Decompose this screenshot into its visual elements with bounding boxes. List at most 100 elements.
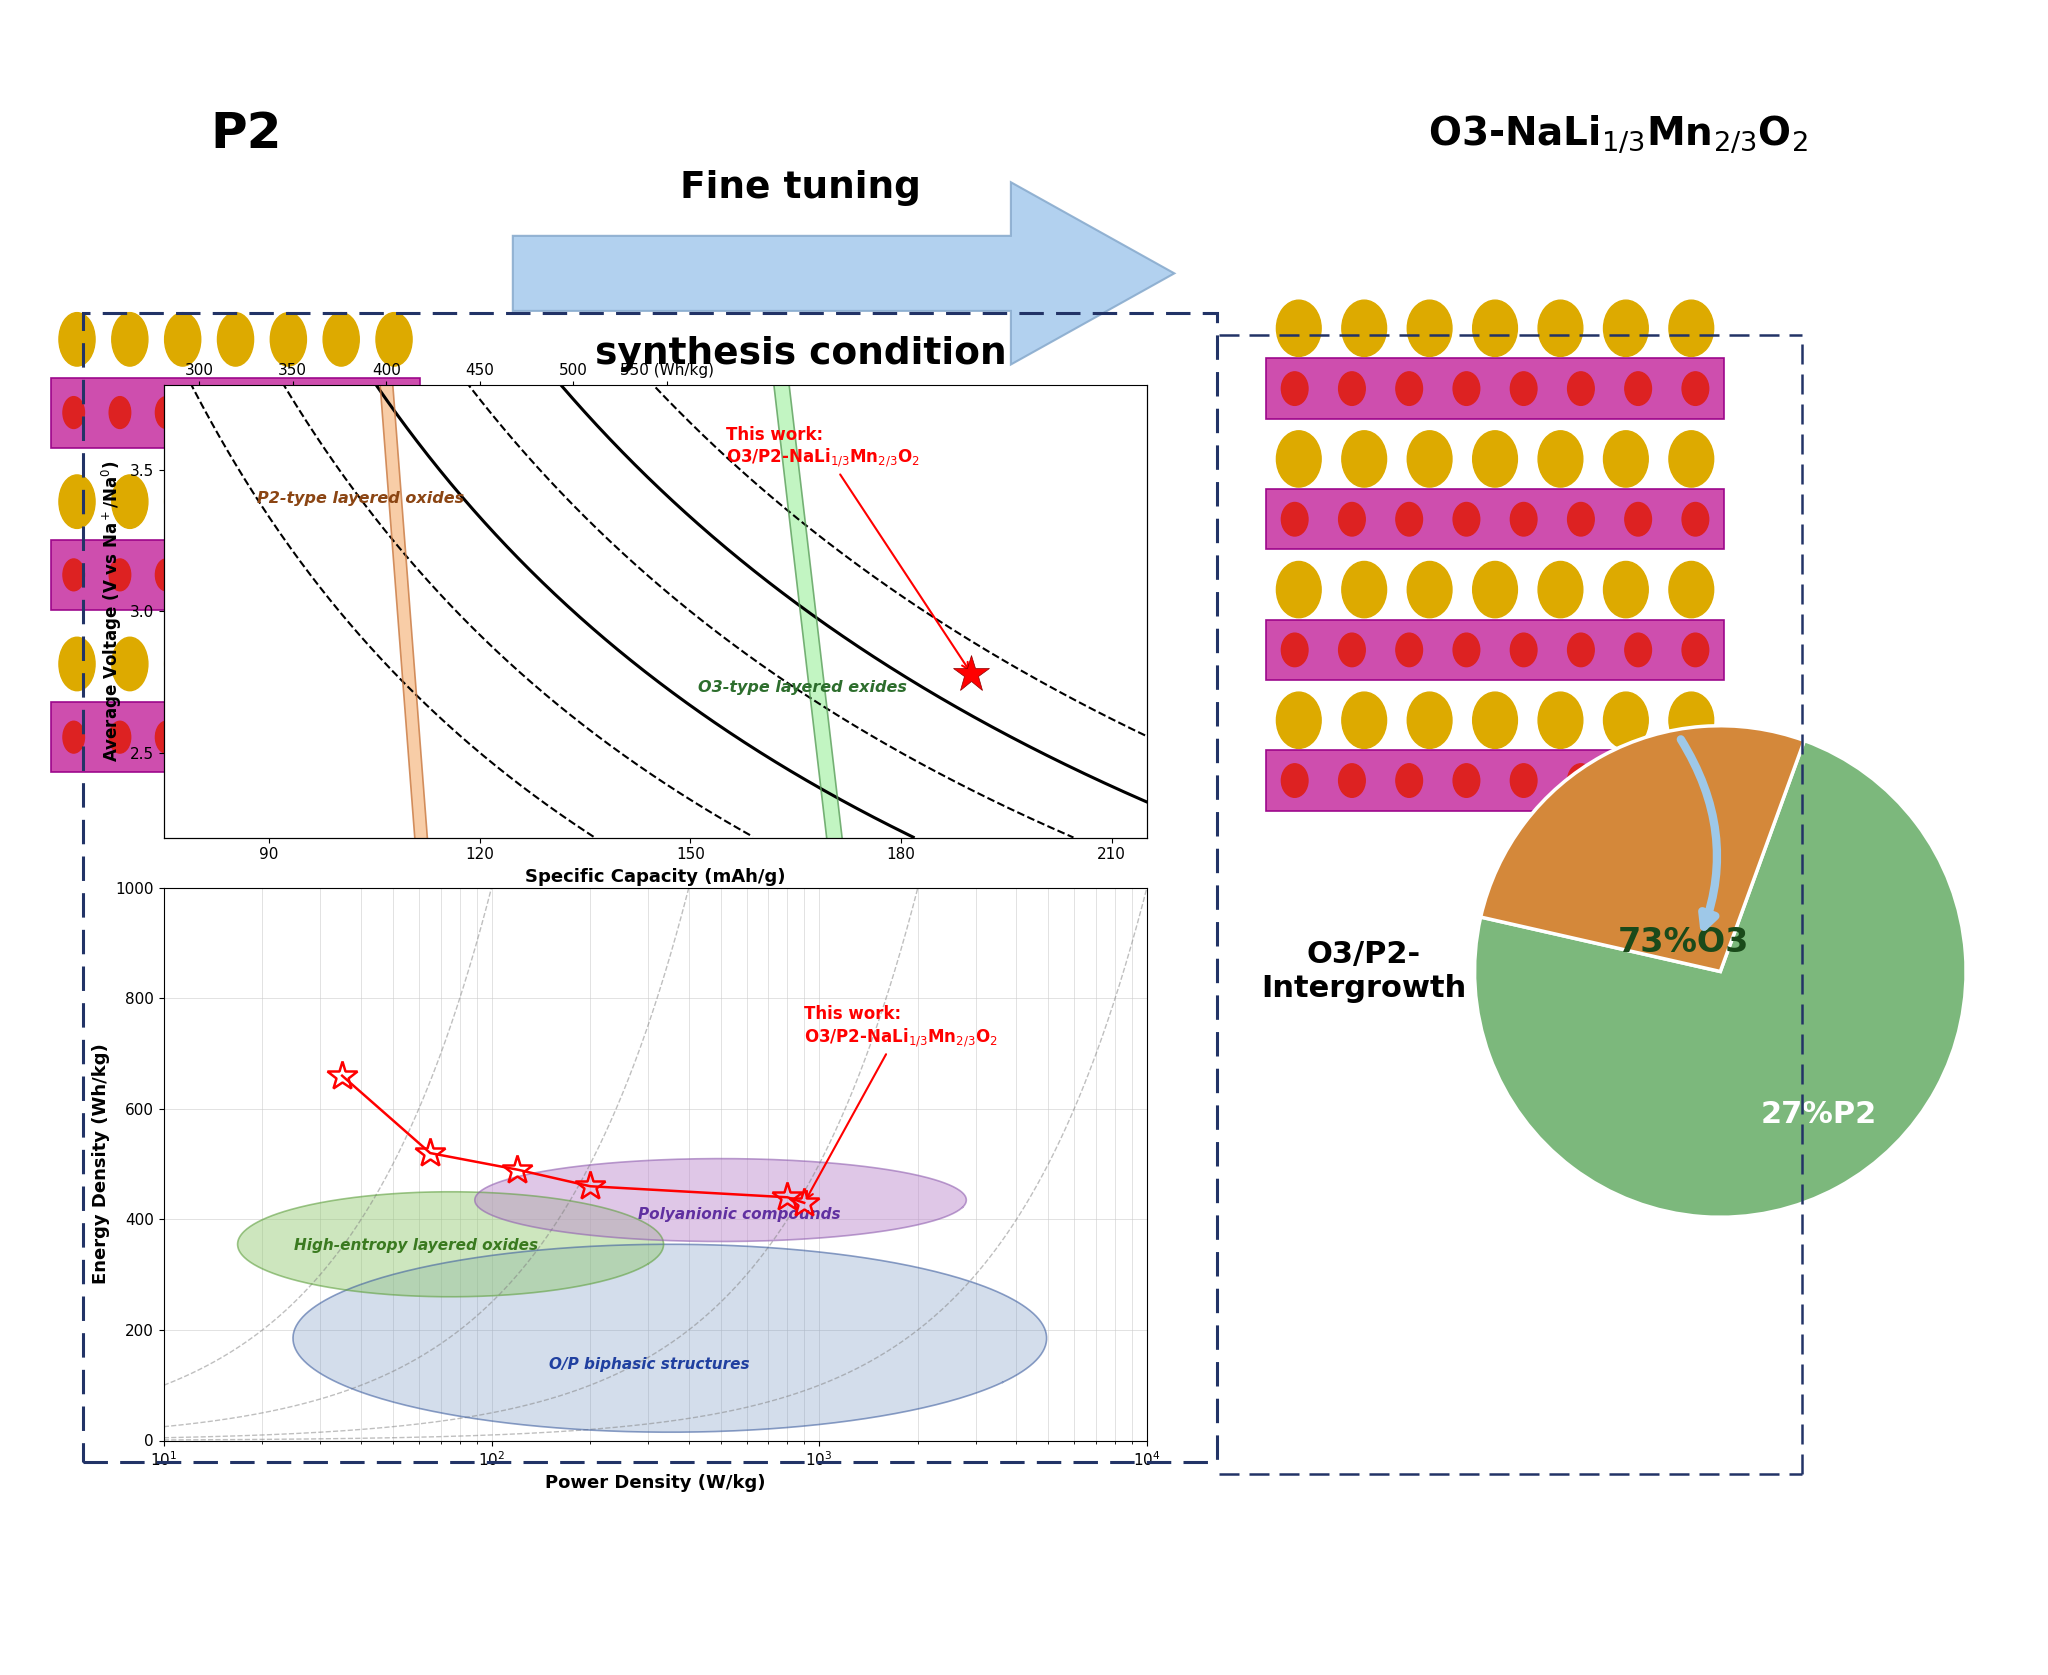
- Circle shape: [248, 722, 270, 754]
- Circle shape: [1538, 692, 1583, 749]
- Polygon shape: [598, 0, 1036, 1675]
- Circle shape: [1509, 502, 1536, 536]
- Circle shape: [1282, 633, 1309, 667]
- Y-axis label: Average Voltage (V vs Na$^+$/Na$^0$): Average Voltage (V vs Na$^+$/Na$^0$): [100, 461, 125, 762]
- Bar: [1266, 620, 1724, 680]
- Circle shape: [324, 636, 358, 690]
- Circle shape: [1276, 430, 1321, 487]
- Circle shape: [1567, 764, 1593, 797]
- Circle shape: [156, 397, 176, 429]
- Circle shape: [1509, 764, 1536, 797]
- Circle shape: [1339, 502, 1366, 536]
- Circle shape: [63, 722, 84, 754]
- Circle shape: [164, 476, 201, 528]
- Circle shape: [1276, 561, 1321, 618]
- Circle shape: [217, 476, 254, 528]
- Circle shape: [1341, 300, 1386, 357]
- Circle shape: [1282, 764, 1309, 797]
- Circle shape: [377, 313, 412, 367]
- Polygon shape: [475, 1159, 967, 1241]
- Circle shape: [1604, 692, 1649, 749]
- Circle shape: [1341, 430, 1386, 487]
- Text: This work:
O3/P2-NaLi$_{1/3}$Mn$_{2/3}$O$_2$: This work: O3/P2-NaLi$_{1/3}$Mn$_{2/3}$O…: [805, 1005, 997, 1198]
- Circle shape: [164, 313, 201, 367]
- Bar: [1266, 358, 1724, 419]
- Circle shape: [1397, 764, 1423, 797]
- Circle shape: [270, 476, 307, 528]
- Circle shape: [1538, 300, 1583, 357]
- X-axis label: Specific Capacity (mAh/g): Specific Capacity (mAh/g): [524, 868, 786, 886]
- Circle shape: [1473, 561, 1518, 618]
- Bar: [51, 377, 420, 447]
- Circle shape: [109, 559, 131, 591]
- Circle shape: [1473, 300, 1518, 357]
- Circle shape: [377, 476, 412, 528]
- Circle shape: [387, 722, 408, 754]
- Circle shape: [109, 722, 131, 754]
- Circle shape: [248, 397, 270, 429]
- Circle shape: [324, 313, 358, 367]
- Circle shape: [1681, 633, 1708, 667]
- Circle shape: [248, 559, 270, 591]
- Text: P2-type layered oxides: P2-type layered oxides: [256, 491, 465, 506]
- Circle shape: [1538, 430, 1583, 487]
- Circle shape: [377, 636, 412, 690]
- Circle shape: [1567, 372, 1593, 405]
- Circle shape: [1624, 502, 1651, 536]
- Circle shape: [1604, 300, 1649, 357]
- Circle shape: [1604, 430, 1649, 487]
- Circle shape: [1407, 300, 1452, 357]
- Circle shape: [1567, 633, 1593, 667]
- Circle shape: [1339, 372, 1366, 405]
- Circle shape: [201, 559, 223, 591]
- Circle shape: [324, 476, 358, 528]
- Circle shape: [1669, 692, 1714, 749]
- Polygon shape: [512, 183, 1174, 365]
- Circle shape: [295, 397, 315, 429]
- Circle shape: [1397, 502, 1423, 536]
- Circle shape: [59, 636, 94, 690]
- Circle shape: [156, 722, 176, 754]
- Wedge shape: [1475, 740, 1966, 1218]
- Circle shape: [59, 313, 94, 367]
- Bar: [1266, 750, 1724, 811]
- Circle shape: [63, 559, 84, 591]
- Circle shape: [1624, 372, 1651, 405]
- X-axis label: Power Density (W/kg): Power Density (W/kg): [545, 1474, 766, 1492]
- Text: synthesis condition: synthesis condition: [596, 335, 1006, 372]
- Circle shape: [113, 636, 147, 690]
- Wedge shape: [1481, 725, 1804, 971]
- Text: Fine tuning: Fine tuning: [680, 169, 922, 206]
- Circle shape: [201, 397, 223, 429]
- Circle shape: [1604, 561, 1649, 618]
- Circle shape: [1669, 561, 1714, 618]
- Circle shape: [1624, 764, 1651, 797]
- Circle shape: [217, 636, 254, 690]
- Circle shape: [113, 313, 147, 367]
- Circle shape: [1567, 502, 1593, 536]
- Text: This work:
O3/P2-NaLi$_{1/3}$Mn$_{2/3}$O$_2$: This work: O3/P2-NaLi$_{1/3}$Mn$_{2/3}$O…: [725, 425, 969, 670]
- Polygon shape: [141, 0, 649, 1675]
- Circle shape: [1538, 561, 1583, 618]
- Circle shape: [156, 559, 176, 591]
- Circle shape: [1397, 372, 1423, 405]
- Circle shape: [1276, 300, 1321, 357]
- Polygon shape: [293, 1245, 1047, 1432]
- Circle shape: [1339, 633, 1366, 667]
- Circle shape: [1407, 561, 1452, 618]
- Circle shape: [1669, 300, 1714, 357]
- Circle shape: [1454, 502, 1481, 536]
- Circle shape: [1509, 633, 1536, 667]
- Bar: [51, 539, 420, 610]
- Circle shape: [340, 559, 362, 591]
- Circle shape: [340, 722, 362, 754]
- Text: O3-type layered exides: O3-type layered exides: [698, 680, 907, 695]
- Text: Polyanionic compounds: Polyanionic compounds: [639, 1208, 840, 1223]
- Circle shape: [1339, 764, 1366, 797]
- Circle shape: [387, 559, 408, 591]
- Circle shape: [270, 313, 307, 367]
- Circle shape: [164, 636, 201, 690]
- Circle shape: [1341, 561, 1386, 618]
- Circle shape: [295, 559, 315, 591]
- Bar: [51, 702, 420, 772]
